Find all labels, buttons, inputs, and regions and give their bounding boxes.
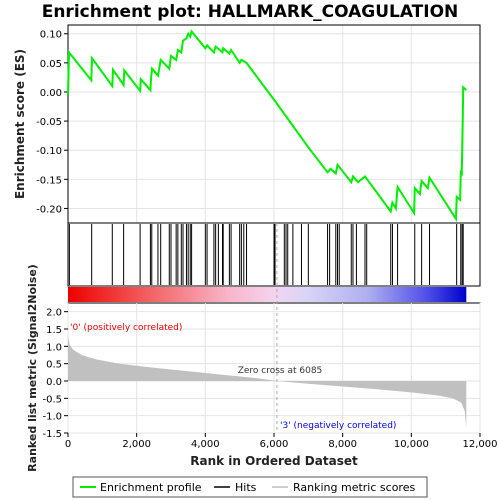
es-y-ticks: -0.20 -0.15 -0.10 -0.05 0.00 0.05 0.10: [36, 30, 68, 215]
metric-y-tick-label-6: 1.5: [46, 325, 62, 336]
hits-panel: [67, 222, 481, 287]
x-tick-label-0: 0: [65, 439, 71, 450]
es-y-tick-label-1: -0.15: [36, 175, 62, 186]
rank-gradient-bar: [68, 287, 467, 302]
x-tick-label-1: 2,000: [122, 439, 151, 450]
metric-y-tick-label-0: -1.5: [42, 429, 62, 440]
metric-y-tick-label-3: 0.0: [46, 377, 62, 388]
chart-title: Enrichment plot: HALLMARK_COAGULATION: [42, 2, 459, 22]
hits-group: [68, 224, 464, 285]
zero-cross-label: Zero cross at 6085: [238, 366, 323, 376]
es-y-axis-label: Enrichment score (ES): [13, 49, 27, 199]
negative-correlation-label: '3' (negatively correlated): [280, 421, 396, 431]
es-y-tick-label-6: 0.10: [40, 30, 62, 41]
x-tick-label-5: 10,000: [394, 439, 429, 450]
es-panel: -0.20 -0.15 -0.10 -0.05 0.00 0.05 0.10 Enrichm…: [13, 24, 481, 224]
legend-box: [72, 476, 428, 498]
metric-y-tick-label-2: -0.5: [42, 394, 62, 405]
x-tick-label-6: 12,000: [463, 439, 498, 450]
x-tick-label-4: 8,000: [328, 439, 357, 450]
metric-y-tick-label-5: 1.0: [46, 342, 62, 353]
x-axis-label: Rank in Ordered Dataset: [190, 454, 358, 468]
es-y-tick-label-4: 0.00: [40, 88, 62, 99]
es-y-tick-label-5: 0.05: [40, 59, 62, 70]
es-y-tick-label-3: -0.05: [36, 117, 62, 128]
gradient-rect: [68, 287, 467, 302]
es-y-tick-label-2: -0.10: [36, 146, 62, 157]
x-tick-label-2: 4,000: [191, 439, 220, 450]
enrichment-profile-line: [67, 29, 467, 223]
metric-y-tick-label-7: 2.0: [46, 308, 62, 319]
metric-y-ticks: -1.5 -1.0 -0.5 0.0 0.5 1.0 1.5 2.0: [42, 308, 68, 440]
ranked-metric-panel: -1.5 -1.0 -0.5 0.0 0.5 1.0 1.5 2.0 '0' (positiv…: [26, 223, 481, 472]
x-tick-label-3: 6,000: [260, 439, 289, 450]
x-axis-ticks: 0 2,000 4,000 6,000 8,000 10,000 12,000: [65, 433, 498, 450]
legend-label-ranking-metric: Ranking metric scores: [293, 481, 415, 494]
metric-y-tick-label-1: -1.0: [42, 412, 62, 423]
positive-correlation-label: '0' (positively correlated): [70, 323, 182, 333]
legend: Enrichment profile Hits Ranking metric s…: [72, 476, 428, 498]
ranking-metric-area: [68, 335, 467, 428]
es-y-tick-label-0: -0.20: [36, 204, 62, 215]
metric-y-axis-label: Ranked list metric (Signal2Noise): [26, 264, 39, 472]
legend-label-enrichment-profile: Enrichment profile: [100, 481, 202, 494]
metric-y-tick-label-4: 0.5: [46, 360, 62, 371]
es-grid: [67, 25, 481, 223]
legend-label-hits: Hits: [235, 481, 257, 494]
